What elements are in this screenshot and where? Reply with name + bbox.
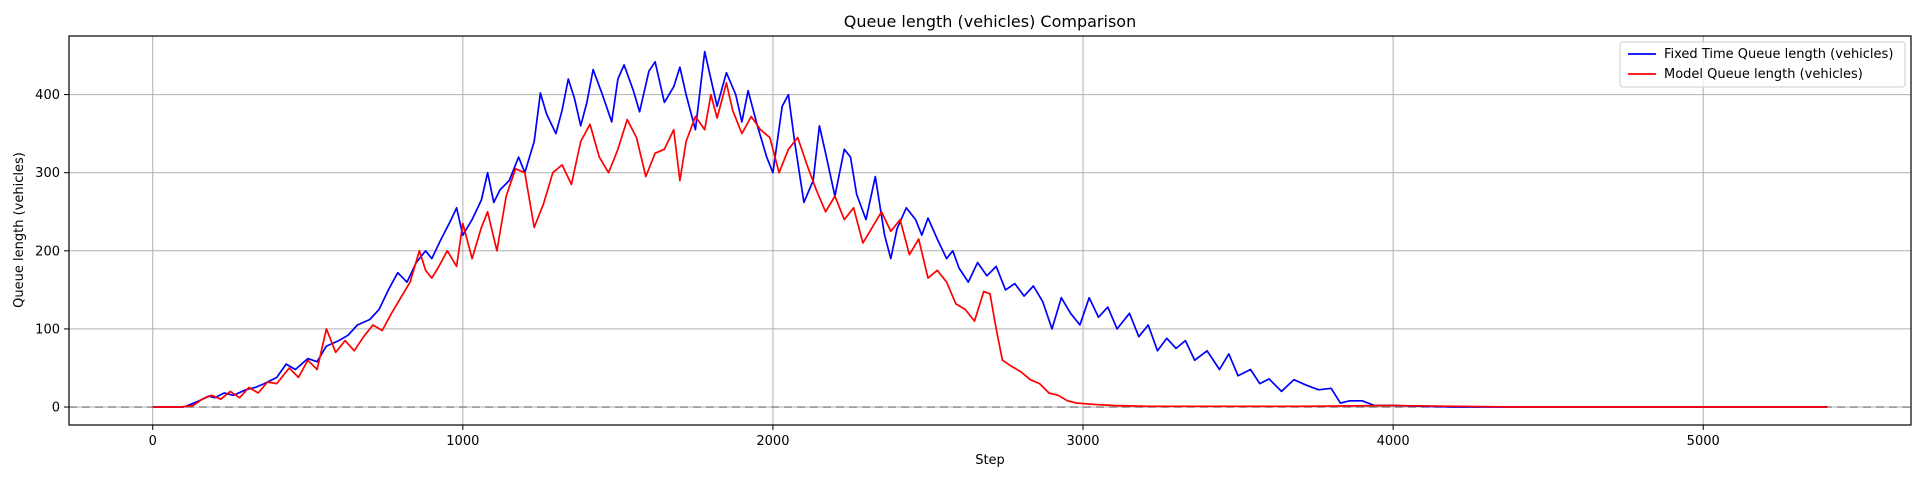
x-tick-label: 4000 [1377, 434, 1410, 449]
y-axis-label: Queue length (vehicles) [12, 152, 27, 308]
plot-frame [68, 35, 1912, 426]
y-tick-label: 100 [35, 322, 60, 337]
series-line-model [152, 82, 1828, 408]
x-tick-label: 2000 [756, 434, 789, 449]
x-tick-label: 5000 [1687, 434, 1720, 449]
x-axis-label: Step [975, 453, 1005, 468]
y-tick-label: 300 [35, 166, 60, 181]
legend-label-model: Model Queue length (vehicles) [1664, 67, 1863, 82]
x-axis-ticks: 0 1000 2000 3000 4000 5000 [149, 425, 1720, 449]
y-tick-label: 200 [35, 244, 60, 259]
x-tick-label: 0 [149, 434, 157, 449]
legend: Fixed Time Queue length (vehicles) Model… [1619, 41, 1906, 88]
y-axis-ticks: 0 100 200 300 400 [35, 88, 69, 416]
series-line-fixed-time [152, 50, 1828, 408]
legend-label-fixed-time: Fixed Time Queue length (vehicles) [1664, 47, 1893, 62]
series-group [152, 50, 1828, 408]
legend-box [1619, 41, 1906, 88]
y-tick-label: 0 [52, 401, 60, 416]
y-tick-label: 400 [35, 88, 60, 103]
chart-title: Queue length (vehicles) Comparison [844, 12, 1136, 31]
x-tick-label: 1000 [446, 434, 479, 449]
x-tick-label: 3000 [1066, 434, 1099, 449]
